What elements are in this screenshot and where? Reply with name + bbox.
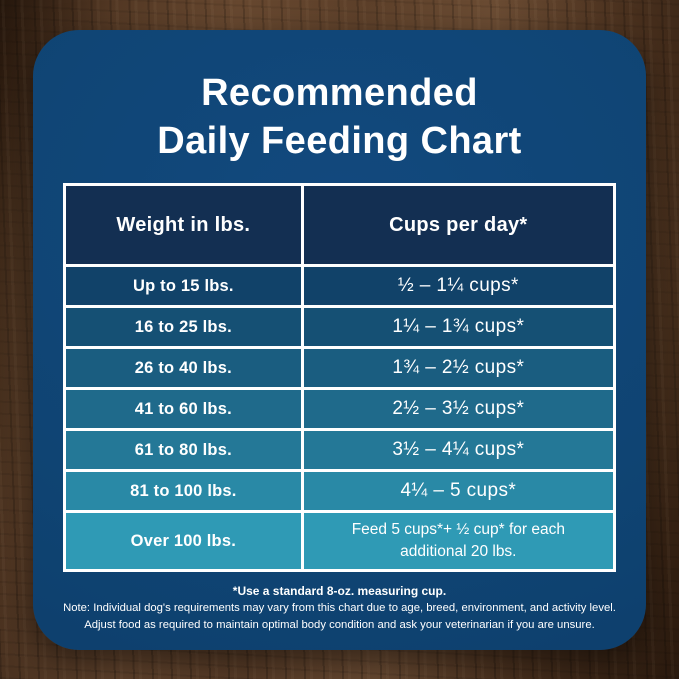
table-row-weight: 81 to 100 lbs.: [66, 472, 301, 510]
cups-value: ½ – 1¼ cups*: [397, 275, 519, 296]
cups-value: 4¼ – 5 cups*: [400, 480, 517, 501]
column-header-weight: Weight in lbs.: [66, 186, 301, 264]
weight-range: 16 to 25 lbs.: [134, 317, 232, 336]
table-row-cups: 1¾ – 2½ cups*: [303, 349, 613, 387]
feeding-table: Weight in lbs. Cups per day* Up to 15 lb…: [63, 183, 616, 572]
page-title: Recommended Daily Feeding Chart: [33, 70, 646, 166]
weight-range: 41 to 60 lbs.: [134, 399, 232, 418]
weight-range: Up to 15 lbs.: [132, 276, 234, 295]
table-row-cups: 1¼ – 1¾ cups*: [303, 308, 613, 346]
table-row-weight: 16 to 25 lbs.: [66, 308, 301, 346]
footnote-note-line: Note: Individual dog's requirements may …: [63, 602, 616, 614]
feeding-chart-card: Recommended Daily Feeding Chart Weight in…: [33, 30, 646, 650]
title-line-1: Recommended: [201, 72, 478, 114]
column-header-weight-label: Weight in lbs.: [116, 213, 251, 236]
cups-value: 3½ – 4¼ cups*: [392, 439, 525, 460]
cups-value: 1¾ – 2½ cups*: [392, 357, 525, 378]
cups-value: 1¼ – 1¾ cups*: [392, 316, 525, 337]
cups-value: Feed 5 cups*+ ½ cup* for each additional…: [351, 520, 565, 560]
table-row-weight: 41 to 60 lbs.: [66, 390, 301, 428]
weight-range: 61 to 80 lbs.: [134, 440, 232, 459]
table-row-cups: Feed 5 cups*+ ½ cup* for each additional…: [303, 513, 613, 569]
table-row-cups: ½ – 1¼ cups*: [303, 267, 613, 305]
table-row-weight: 61 to 80 lbs.: [66, 431, 301, 469]
column-header-cups-label: Cups per day*: [389, 213, 528, 236]
cups-value: 2½ – 3½ cups*: [392, 398, 525, 419]
table-row-cups: 2½ – 3½ cups*: [303, 390, 613, 428]
table-row-weight: 26 to 40 lbs.: [66, 349, 301, 387]
footnotes: *Use a standard 8-oz. measuring cup. Not…: [45, 582, 633, 634]
weight-range: Over 100 lbs.: [130, 531, 236, 550]
title-line-2: Daily Feeding Chart: [157, 119, 522, 162]
table-row-weight: Over 100 lbs.: [66, 513, 301, 569]
footnote-measuring-cup: *Use a standard 8-oz. measuring cup.: [232, 584, 447, 598]
table-row-weight: Up to 15 lbs.: [66, 267, 301, 305]
table-row-cups: 4¼ – 5 cups*: [303, 472, 613, 510]
column-header-cups: Cups per day*: [303, 186, 613, 264]
weight-range: 81 to 100 lbs.: [130, 481, 237, 500]
table-row-cups: 3½ – 4¼ cups*: [303, 431, 613, 469]
footnote-adjust-line: Adjust food as required to maintain opti…: [84, 618, 595, 631]
weight-range: 26 to 40 lbs.: [134, 358, 232, 377]
